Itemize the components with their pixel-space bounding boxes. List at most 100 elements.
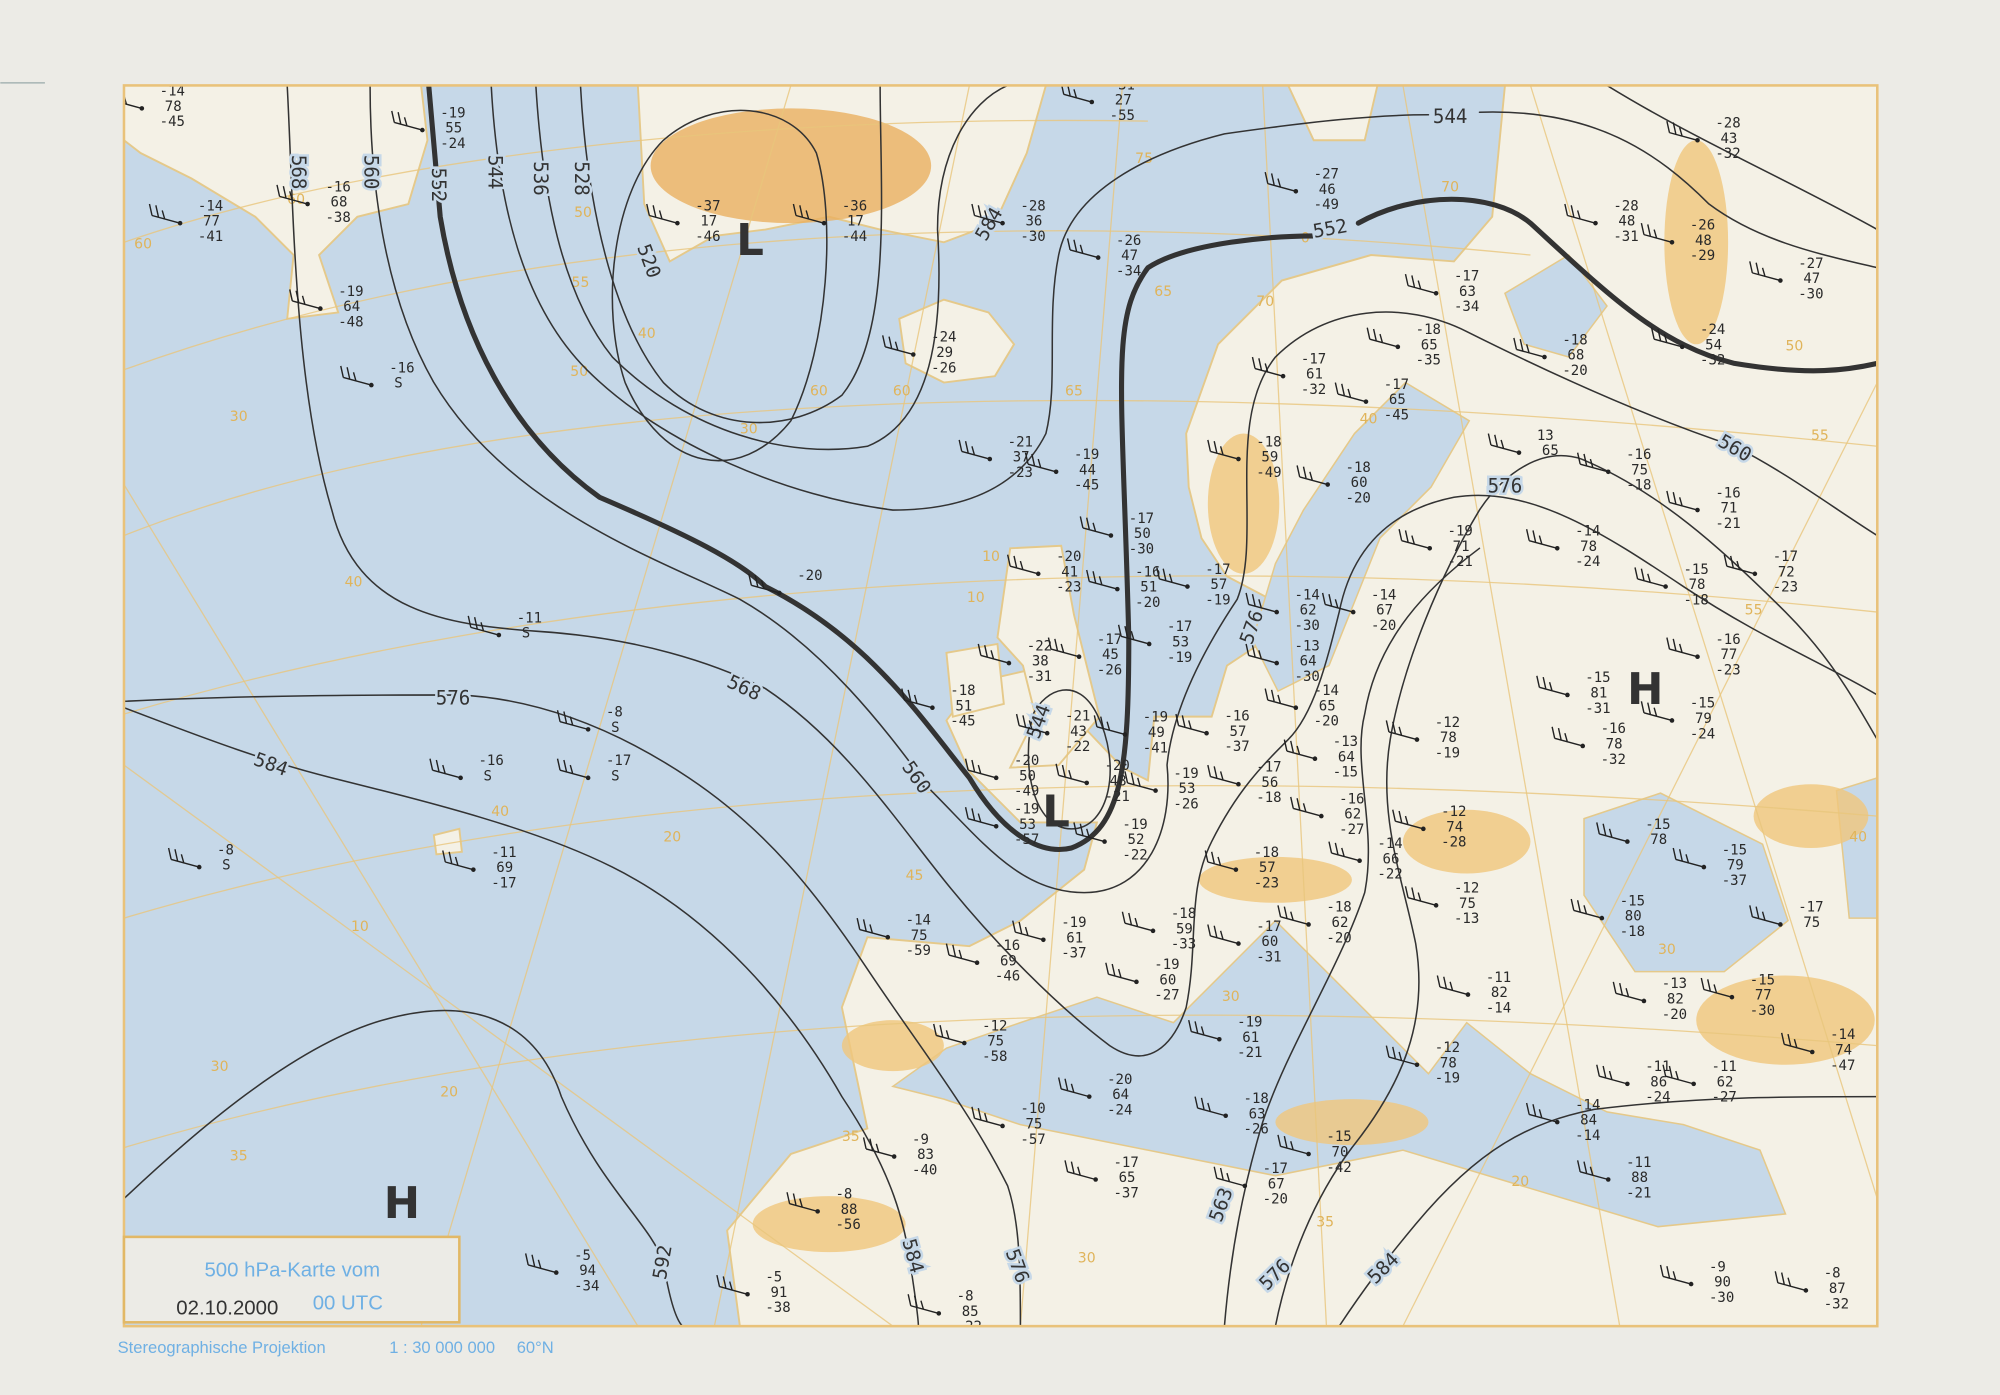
station-temperature: -22 [1027,638,1052,654]
station-dot [1204,730,1209,736]
station-humidity: 77 [203,214,220,230]
station-dewpoint: -26 [1173,796,1198,812]
wind-barb-icon [123,95,143,110]
wind-barb-icon [1290,796,1322,817]
station-humidity: S [394,376,402,392]
station-temperature: -12 [982,1018,1007,1034]
station-humidity: 48 [1110,773,1127,789]
station-plot: -885-22 [907,1289,982,1326]
station-dewpoint: -26 [1244,1122,1269,1138]
station-dot [318,306,323,311]
wind-barb-icon [1073,822,1105,843]
station-humidity: 85 [962,1304,979,1320]
station-dewpoint: -55 [1110,108,1135,124]
highland-area [1207,433,1280,574]
station-temperature: -18 [1346,460,1371,476]
wind-barb-icon [1066,238,1099,259]
station-temperature: -16 [1715,632,1740,648]
station-temperature: -24 [931,330,956,346]
wind-barb-icon [933,1023,965,1044]
station-humidity: 64 [1112,1087,1129,1103]
wind-barb-icon [1245,643,1277,664]
station-temperature: -26 [1690,218,1715,234]
highland-area [650,108,932,224]
station-humidity: 68 [331,195,348,211]
station-temperature: -14 [1575,524,1600,540]
station-humidity: 47 [1803,271,1820,287]
station-dewpoint: -20 [1662,1007,1687,1023]
station-dewpoint: -19 [1167,650,1192,666]
graticule-line [1529,85,1878,1199]
station-temperature: -8 [1824,1266,1841,1282]
station-temperature: -16 [1224,708,1249,724]
station-dewpoint: -30 [1295,669,1320,685]
station-temperature: -18 [1256,434,1281,450]
station-humidity: 65 [1542,443,1559,459]
graticule-line [123,1014,1878,1149]
station-dewpoint: -29 [1690,248,1715,264]
station-temperature: -20 [1105,758,1130,774]
graticule-label: 70 [1441,179,1459,195]
wind-barb-icon [1204,850,1237,871]
station-plot: -17S [556,753,631,784]
wind-barb-icon [1156,567,1188,588]
graticule-label: 10 [351,919,369,935]
station-dewpoint: -20 [1326,930,1351,946]
graticule-label: 10 [982,549,1000,565]
wind-barb-icon [1093,715,1126,736]
station-temperature: -18 [1171,906,1196,922]
graticule-label: 65 [1154,284,1172,300]
station-dot [369,382,374,388]
station-dewpoint: -45 [1384,408,1409,424]
graticule-label: 40 [638,326,656,342]
station-dot [1427,546,1433,551]
wind-barb-icon [1640,701,1673,722]
wind-barb-icon [646,203,678,224]
station-temperature: -12 [1441,804,1466,820]
station-humidity: 75 [1803,915,1820,931]
wind-barb-icon [1079,516,1112,537]
wind-barb-icon [467,615,500,636]
station-plot: -887-32 [1774,1266,1849,1312]
high-pressure-center: H [1627,665,1663,715]
station-humidity: 36 [1026,214,1043,230]
station-humidity: 71 [1720,501,1737,517]
station-temperature: -16 [1626,447,1651,463]
wind-barb-icon [1277,1134,1309,1155]
wind-barb-icon [945,943,978,964]
station-dewpoint: -19 [1435,1071,1460,1087]
graticule-label: 40 [345,575,363,591]
station-dot [1695,507,1700,513]
land-azores-canaries [432,827,463,856]
contour-576 [123,694,1022,1327]
station-humidity: 65 [1319,698,1336,714]
station-temperature: -15 [1722,842,1747,858]
contour-label: 552 [427,168,450,203]
station-temperature: -9 [1709,1259,1726,1275]
station-dewpoint: -24 [1575,554,1600,570]
wind-barb-icon [276,184,308,205]
station-dewpoint: -37 [1113,1185,1138,1201]
station-dot [1035,571,1041,577]
station-temperature: -17 [606,753,631,769]
wind-barb-icon [167,847,200,868]
station-dewpoint: -41 [198,229,223,245]
wind-barb-icon [524,1253,557,1274]
land-great-britain [996,544,1101,769]
wind-barb-icon [1117,624,1150,645]
land-svalbard [1287,85,1379,142]
graticule-label: 30 [1658,942,1676,958]
